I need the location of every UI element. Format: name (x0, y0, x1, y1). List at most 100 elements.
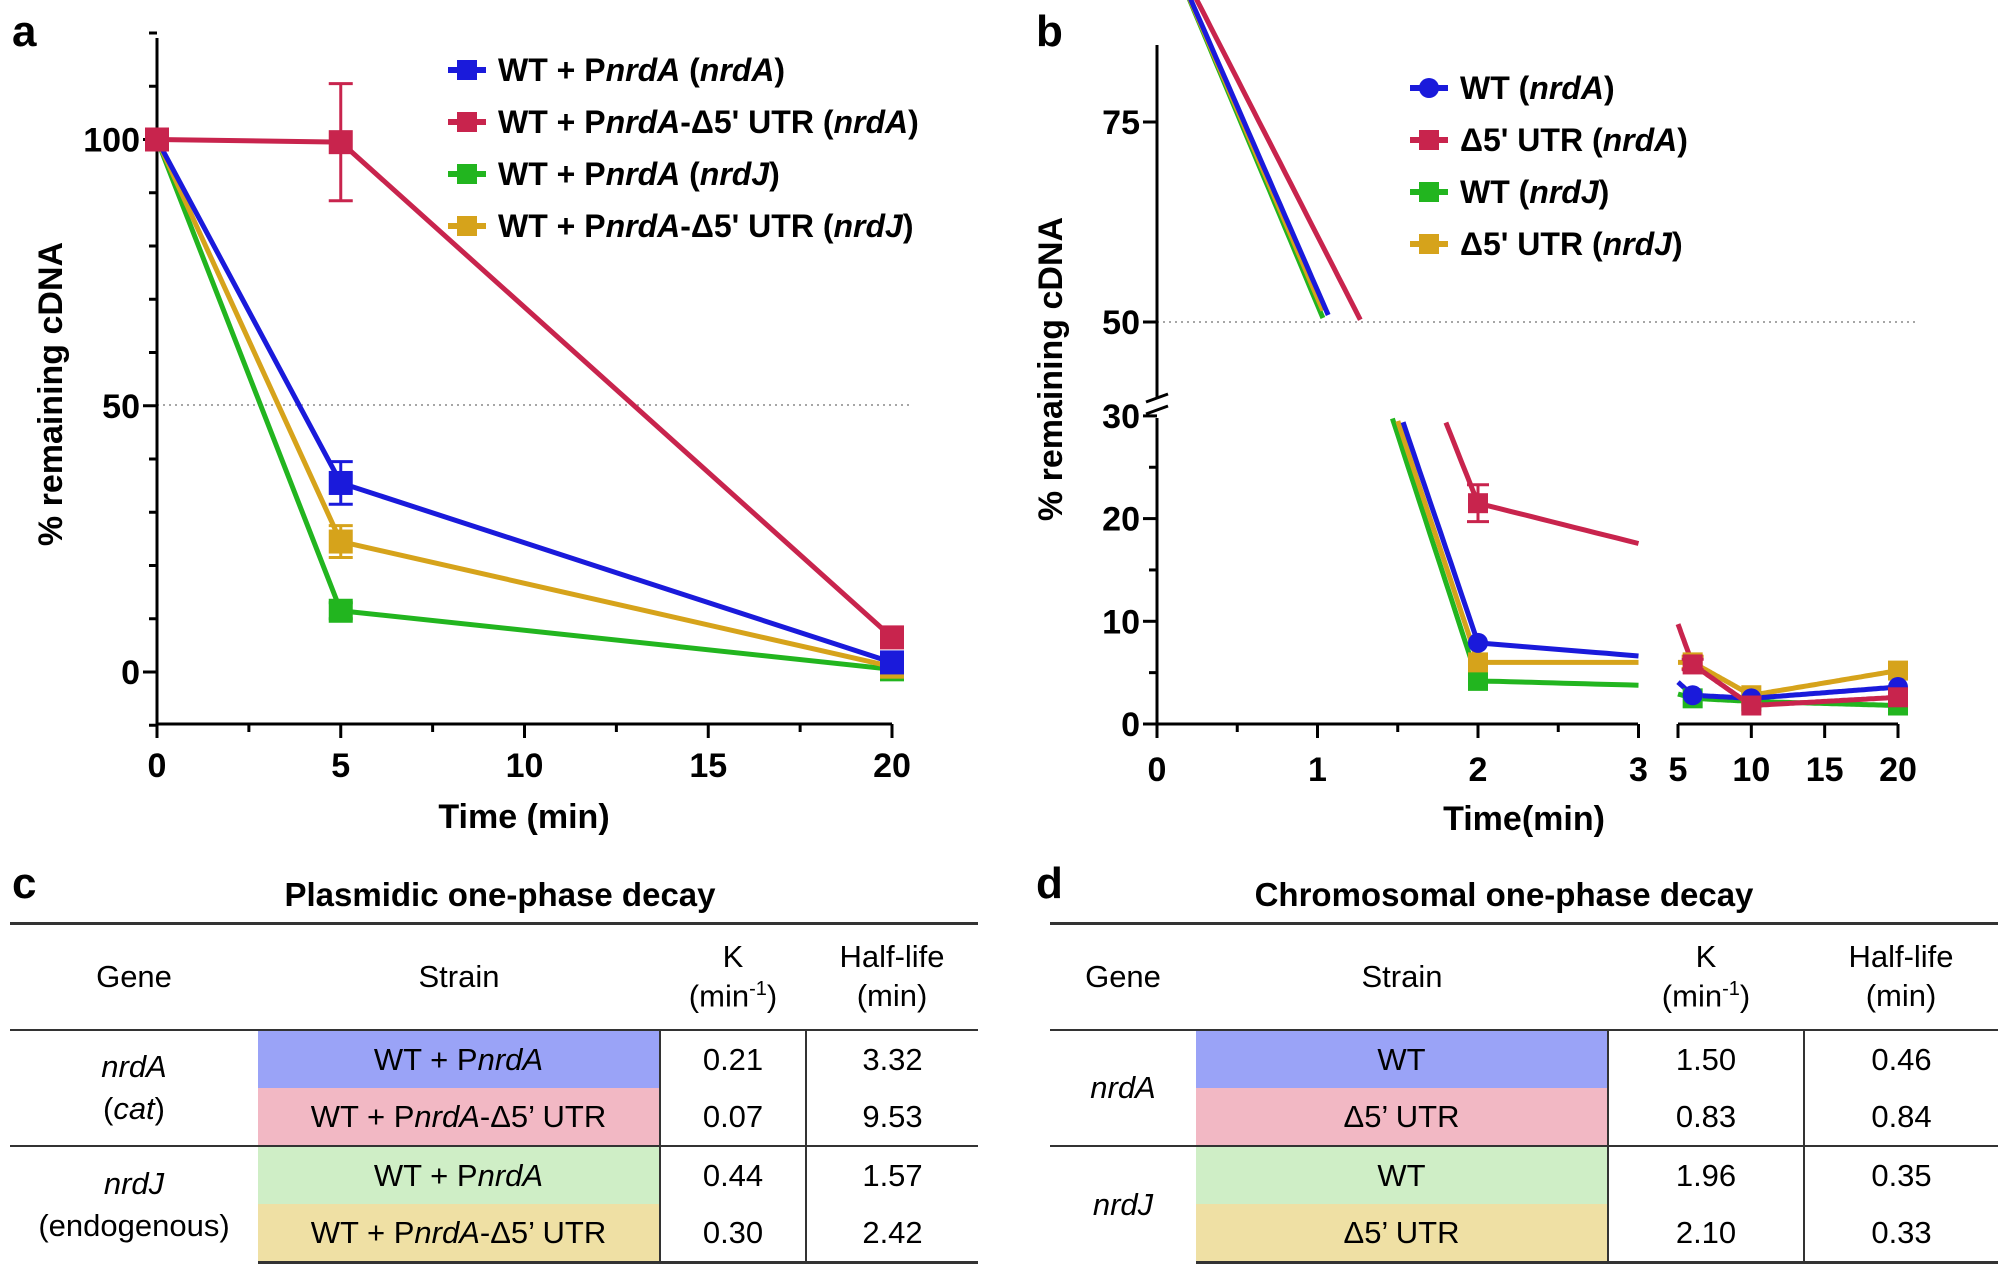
half-life-cell: 0.35 (1803, 1145, 1998, 1204)
x-tick-label: 0 (148, 747, 167, 785)
table-row: WT + PnrdA-Δ5’ UTR 0.07 9.53 (10, 1088, 978, 1146)
x-tick-label: 0 (1148, 751, 1167, 789)
half-life-cell: 0.84 (1803, 1088, 1998, 1146)
data-point (1468, 670, 1488, 691)
k-cell: 0.21 (659, 1030, 806, 1088)
legend-label: Δ5' UTR (nrdJ) (1460, 226, 1683, 262)
header-gene: Gene (1050, 922, 1196, 1031)
gene-cell: nrdJ (1050, 1145, 1196, 1263)
data-point (1468, 652, 1488, 673)
header-strain: Strain (1196, 922, 1608, 1031)
table-row: WT + PnrdA-Δ5’ UTR 0.30 2.42 (10, 1204, 978, 1264)
chart-b: 0123510152001020305075100 % remaining cD… (1032, 0, 1918, 838)
gene-cell: nrdA (1090, 1070, 1156, 1106)
k-cell: 1.96 (1607, 1145, 1804, 1204)
table-row: Δ5’ UTR 0.83 0.84 (1050, 1088, 1998, 1146)
data-point (1682, 685, 1703, 706)
data-point (1468, 632, 1488, 653)
data-point (328, 130, 353, 155)
y-break-mark (1145, 404, 1169, 416)
table-c: Gene Strain K (min-1) Half-life (min) nrdA… (10, 922, 978, 1264)
x-tick-label: 3 (1629, 751, 1648, 789)
legend-marker (1419, 78, 1439, 98)
data-point (880, 650, 904, 675)
legend-label: WT + PnrdA-Δ5' UTR (nrdA) (498, 104, 919, 140)
header-half-life: Half-life (min) (1804, 922, 1998, 1031)
data-point (328, 598, 353, 623)
x-tick-label: 20 (873, 747, 911, 785)
chart-a: 0 5 10 15 20 0 50 100 % remaining cDNA Time (mi… (32, 31, 919, 836)
legend-marker (457, 216, 477, 236)
data-point (1468, 493, 1488, 514)
data-point (880, 625, 904, 650)
series-line (1194, 0, 1899, 708)
y-tick-label: 20 (1102, 501, 1140, 539)
k-cell: 0.07 (659, 1088, 806, 1146)
x-tick-label: 1 (1308, 751, 1327, 789)
k-cell: 0.44 (659, 1145, 806, 1204)
header-half-life: Half-life (min) (806, 922, 978, 1031)
y-tick-label: 50 (102, 388, 140, 426)
half-life-cell: 3.32 (805, 1030, 978, 1088)
y-tick-label: 75 (1102, 104, 1140, 142)
data-point (328, 529, 353, 554)
x-tick-label: 5 (331, 747, 350, 785)
y-tick-label: 100 (83, 122, 140, 160)
header-strain: Strain (258, 922, 660, 1031)
strain-cell: Δ5’ UTR (1196, 1204, 1608, 1264)
strain-cell: WT (1196, 1030, 1608, 1088)
gene-cell: nrdJ (endogenous) (10, 1145, 258, 1263)
table-row: nrdA WT 1.50 0.46 (1050, 1030, 1998, 1105)
table-c-title: Plasmidic one-phase decay (284, 876, 716, 913)
table-header-row: Gene Strain K (min-1) Half-life (min) (1050, 922, 1998, 1031)
legend-label: WT + PnrdA (nrdA) (498, 52, 785, 88)
x-tick-label: 10 (1732, 751, 1770, 789)
strain-cell: WT + PnrdA (258, 1145, 660, 1204)
strain-cell: Δ5’ UTR (1196, 1088, 1608, 1146)
table-row: nrdJ WT 1.96 0.35 (1050, 1145, 1998, 1263)
k-cell: 1.50 (1607, 1030, 1804, 1088)
panel-label-c: c (12, 859, 37, 908)
y-tick-label: 0 (121, 654, 140, 692)
half-life-cell: 2.42 (805, 1204, 978, 1264)
x-tick-label: 2 (1469, 751, 1488, 789)
table-d-title: Chromosomal one-phase decay (1254, 876, 1754, 913)
header-k: K (min-1) (660, 922, 806, 1031)
strain-cell: WT + PnrdA-Δ5’ UTR (258, 1204, 660, 1264)
table-d: Gene Strain K (min-1) Half-life (min) nrdA… (1050, 922, 1998, 1264)
x-tick-label: 20 (1879, 751, 1917, 789)
half-life-cell: 0.46 (1803, 1030, 1998, 1088)
y-axis-label: % remaining cDNA (1032, 217, 1070, 521)
table-row: Δ5’ UTR 2.10 0.33 (1050, 1204, 1998, 1264)
panel-label-b: b (1036, 7, 1063, 56)
legend-marker (457, 60, 477, 80)
half-life-cell: 9.53 (805, 1088, 978, 1146)
legend-label: WT (nrdJ) (1460, 174, 1609, 210)
x-tick-label: 15 (1806, 751, 1844, 789)
panel-label-d: d (1036, 859, 1063, 908)
legend-label: Δ5' UTR (nrdA) (1460, 122, 1688, 158)
y-tick-label: 30 (1102, 398, 1140, 436)
data-point (1888, 660, 1908, 681)
table-row: nrdJ (endogenous) WT + PnrdA 0.44 1.57 (10, 1145, 978, 1263)
k-cell: 0.83 (1607, 1088, 1804, 1146)
gene-cell: nrdA (cat) (101, 1049, 167, 1126)
y-break-mark (1145, 392, 1169, 404)
legend-marker (457, 112, 477, 132)
data-point (1682, 654, 1703, 675)
legend-marker (1419, 234, 1439, 254)
k-cell: 2.10 (1607, 1204, 1804, 1264)
strain-cell: WT (1196, 1145, 1608, 1204)
half-life-cell: 0.33 (1803, 1204, 1998, 1264)
y-tick-label: 10 (1102, 603, 1140, 641)
header-k: K (min-1) (1608, 922, 1804, 1031)
half-life-cell: 1.57 (805, 1145, 978, 1204)
header-gene: Gene (10, 922, 258, 1031)
legend-b: WT (nrdA) Δ5' UTR (nrdA) WT (nrdJ) Δ5' UTR … (1410, 70, 1688, 262)
table-header-row: Gene Strain K (min-1) Half-life (min) (10, 922, 978, 1031)
x-tick-label: 10 (506, 747, 544, 785)
x-tick-label: 5 (1669, 751, 1688, 789)
data-point (1741, 695, 1762, 716)
k-cell: 0.30 (659, 1204, 806, 1264)
legend-label: WT (nrdA) (1460, 70, 1615, 106)
